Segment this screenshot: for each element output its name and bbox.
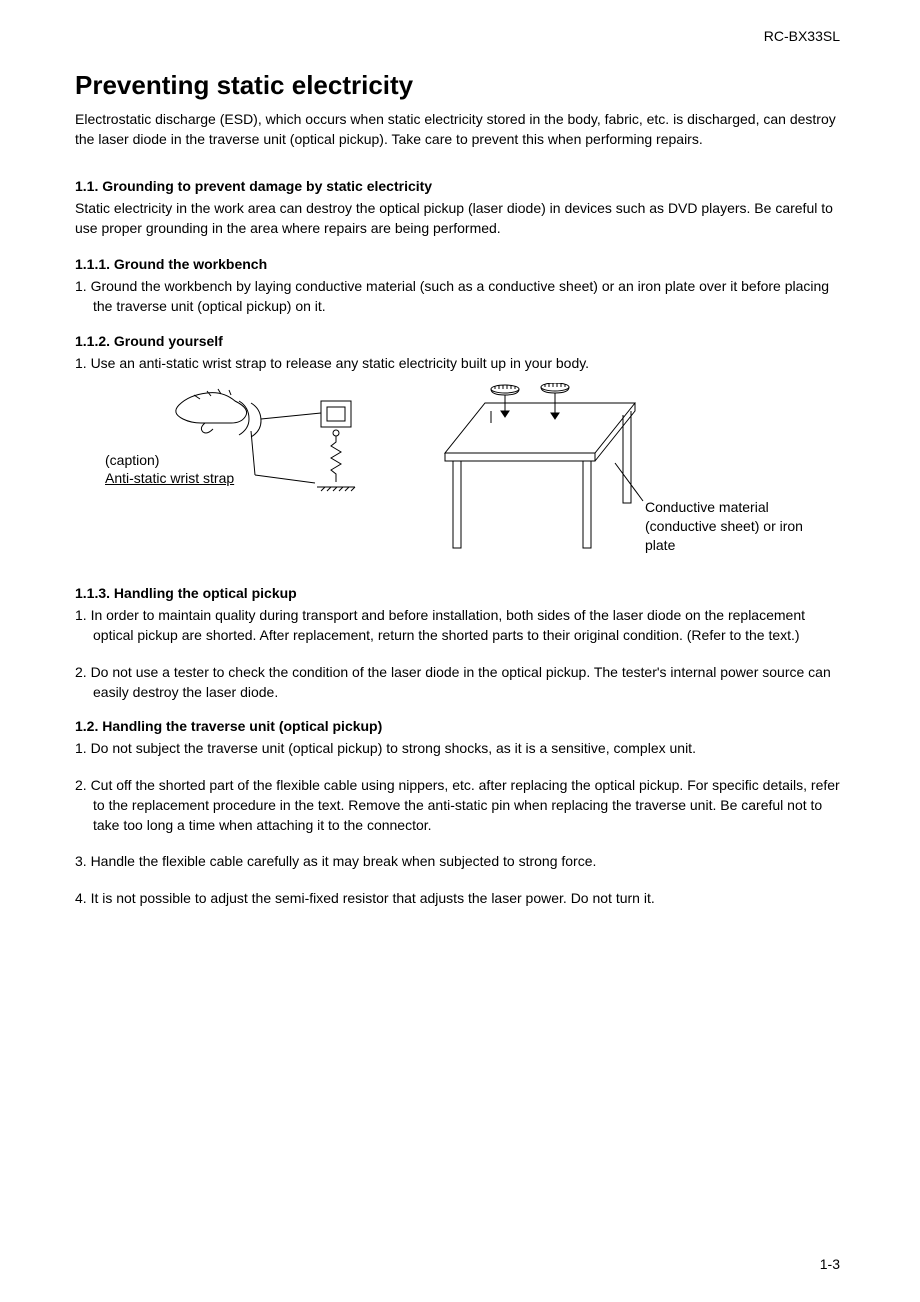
figure-row: (caption) Anti-static wrist strap bbox=[105, 383, 845, 563]
caption-text: Anti-static wrist strap bbox=[105, 469, 234, 488]
workbench-figure: Conductive material (conductive sheet) o… bbox=[425, 383, 825, 563]
heading-1-1: 1.1. Grounding to prevent damage by stat… bbox=[75, 178, 845, 194]
item-1-2-2: 2. Cut off the shorted part of the flexi… bbox=[75, 775, 845, 836]
item-1-2-3: 3. Handle the flexible cable carefully a… bbox=[75, 851, 845, 871]
heading-1-1-1: 1.1.1. Ground the workbench bbox=[75, 256, 845, 272]
heading-1-1-2: 1.1.2. Ground yourself bbox=[75, 333, 845, 349]
table-caption: Conductive material (conductive sheet) o… bbox=[645, 498, 815, 555]
intro-paragraph: Electrostatic discharge (ESD), which occ… bbox=[75, 109, 845, 150]
item-1-1-1-1: 1. Ground the workbench by laying conduc… bbox=[75, 276, 845, 317]
item-1-2-1: 1. Do not subject the traverse unit (opt… bbox=[75, 738, 845, 758]
model-number: RC-BX33SL bbox=[764, 28, 840, 44]
wrist-strap-figure: (caption) Anti-static wrist strap bbox=[105, 383, 395, 503]
heading-1-1-3: 1.1.3. Handling the optical pickup bbox=[75, 585, 845, 601]
page-title: Preventing static electricity bbox=[75, 70, 845, 101]
caption-label: (caption) bbox=[105, 451, 159, 470]
heading-1-2: 1.2. Handling the traverse unit (optical… bbox=[75, 718, 845, 734]
paragraph-1-1: Static electricity in the work area can … bbox=[75, 198, 845, 239]
page-number: 1-3 bbox=[820, 1256, 840, 1272]
item-1-1-3-2: 2. Do not use a tester to check the cond… bbox=[75, 662, 845, 703]
item-1-2-4: 4. It is not possible to adjust the semi… bbox=[75, 888, 845, 908]
workbench-svg bbox=[425, 383, 665, 558]
item-1-1-2-1: 1. Use an anti-static wrist strap to rel… bbox=[75, 353, 845, 373]
item-1-1-3-1: 1. In order to maintain quality during t… bbox=[75, 605, 845, 646]
